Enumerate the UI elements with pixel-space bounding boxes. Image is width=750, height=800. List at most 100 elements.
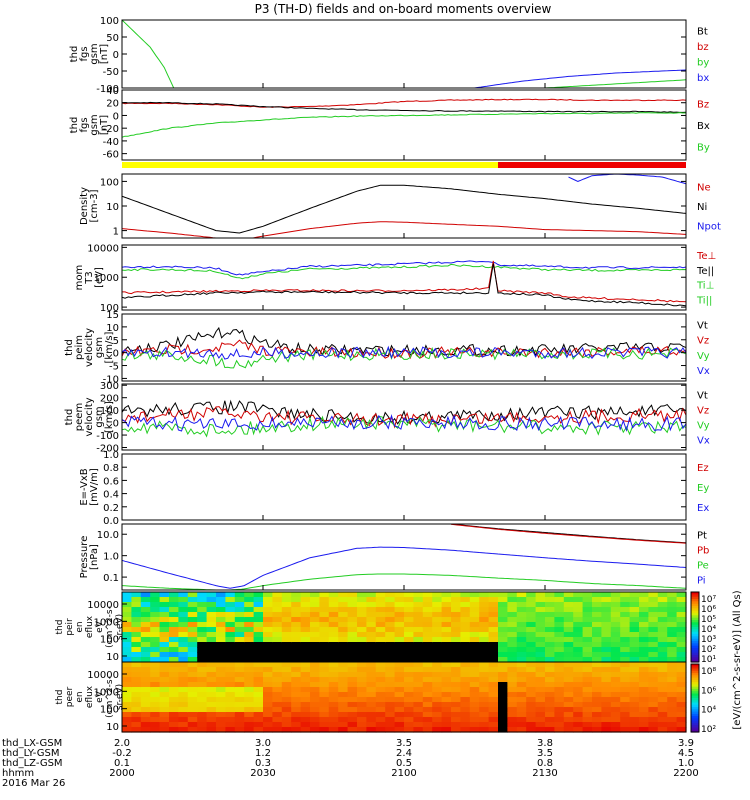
density-legend-0: Ne [697,183,711,194]
e_field-ytick: 0.6 [103,476,119,487]
peem_velocity-frame [121,383,687,451]
pressure-ylabel: Pressure [79,536,90,579]
xaxis-row-value: 3.0 [255,738,271,749]
date-label: 2016 Mar 26 [2,778,65,789]
density-series-2 [568,174,686,185]
pressure-series-0 [450,524,686,544]
peem_velocity-ytick: 100 [100,406,119,417]
mom_temperature-legend-2: Ti⊥ [696,281,714,292]
peim_velocity_small-frame [121,313,687,382]
peim_velocity_small-ytick: -5 [109,362,119,373]
fgs_gsm_zoom-ytick: 0 [113,111,119,122]
peim_velocity_small-ylabel: peim [74,335,85,360]
xaxis-row-value: 1.0 [678,758,694,769]
peir_en_eflux-ylabel: sr-eV) [115,614,125,640]
pressure-series-2 [122,546,686,589]
e_field-ylabel: E=-VxB [79,468,90,505]
panel-e_field: 1.0 0.8 0.6 0.4 0.2 0.0 E=-VxB [mV/m] Ez Ey Ex [79,450,709,527]
fgs_gsm-series-1 [474,69,686,88]
peem_velocity-ylabel: velocity [84,397,95,436]
fgs_gsm-ytick: 100 [100,16,119,27]
e_field-ytick: 1.0 [103,450,119,461]
peer_en_eflux-ytick: 1000 [94,687,119,698]
peem_velocity-legend-1: Vz [697,405,709,416]
colorbar-label: 10² [701,645,716,655]
panel-fgs_gsm: 100 50 0 -50 -100 thd fgs gsm [nT] Bt bz by bx [69,16,709,95]
peem_velocity-ytick: 300 [100,381,119,392]
e_field-legend-1: Ey [697,483,709,494]
fgs_gsm_zoom-ylabel: thd [69,117,80,134]
colorbar-label: 10² [701,725,716,735]
mom_temperature-ytick: 1000 [94,273,119,284]
peim_velocity_small-ytick: 5 [113,336,119,347]
peir_en_eflux-ytick: 10 [106,652,119,663]
fgs_gsm_zoom-ytick: -20 [103,124,119,135]
fgs_gsm-legend-1: bz [697,42,709,53]
panel-peir_en_eflux: 10000 1000 100 10 thd peir en eflux eV (cm^2-s-sr… [55,591,687,663]
fgs_gsm_zoom-legend-2: By [697,142,710,153]
mom_temperature-frame [121,244,687,311]
mom_temperature-ylabel: mom [74,265,85,291]
fgs_gsm_zoom-ytick: 40 [106,86,119,97]
peem_velocity-legend-0: Vt [697,390,708,401]
peim_velocity_small-ylabel: thd [64,339,75,356]
peem_velocity-series-3 [122,413,686,432]
colorbar-label: 10¹ [701,655,716,665]
panel-pressure: 10.0 1.0 0.1 Pressure [nPa] Pt Pb Pe Pi [79,523,709,591]
fgs_gsm-legend-2: by [697,58,709,69]
mom_temperature-ylabel: [eV] [94,267,105,288]
peim_velocity_small-ylabel: [km/s] [104,331,115,363]
pressure-ytick: 10.0 [97,530,119,541]
pressure-legend-3: Pi [697,575,706,586]
e_field-ylabel: [mV/m] [89,468,100,506]
peir_en_eflux-ylabel: (cm^2-s- [105,606,115,648]
peir_en_eflux-ylabel: en [75,621,85,632]
fgs_gsm_zoom-series-1 [122,101,686,113]
xaxis-row-value: 3.5 [396,738,412,749]
fgs_gsm_zoom-ylabel: [nT] [99,115,110,135]
peer_en_eflux-ylabel: en [75,691,85,702]
panel-mom_temperature: 10000 1000 100 mom T3 [eV] Te⊥ Te|| Ti⊥ Ti|| [74,243,716,314]
peem_velocity-ylabel: thd [64,409,75,426]
colorbar-title: [eV/(cm^2-s-sr-eV)] (All Qs) [732,590,743,729]
fgs_gsm-ylabel: fgs [79,46,90,61]
colorbar-label: 10⁷ [701,595,716,605]
peir_en_eflux-ylabel: eflux [85,615,95,638]
fgs_gsm-frame [121,19,687,89]
e_field-legend-2: Ex [697,503,709,514]
colorbar-label: 10⁵ [701,615,716,625]
peim_velocity_small-legend-3: Vx [697,366,710,377]
xaxis-row-value: 3.5 [537,748,553,759]
mode-bar-segment-0 [122,162,498,168]
xaxis-row-value: 1.2 [255,748,271,759]
fgs_gsm-legend-3: bx [697,73,709,84]
colorbar-label: 10⁴ [701,706,716,716]
peim_velocity_small-legend-2: Vy [697,351,710,362]
density-legend-1: Ni [697,202,707,213]
peer_en_eflux-ylabel: (cm^2-s- [105,676,115,718]
xaxis-row-value: 2200 [673,768,698,779]
xaxis-row-value: 4.5 [678,748,694,759]
xaxis-row-value: 2.0 [114,738,130,749]
fgs_gsm-ytick: 0 [113,50,119,61]
e_field-ytick: 0.8 [103,463,119,474]
peim_velocity_small-legend-1: Vz [697,336,709,347]
pressure-series-1 [450,524,686,544]
xaxis-row-value: 2130 [532,768,557,779]
mom_temperature-ylabel: T3 [84,271,95,284]
colorbar-label: 10⁶ [701,686,716,696]
figure-title: P3 (TH-D) fields and on-board moments ov… [255,2,552,16]
xaxis-row-label: hhmm [2,768,34,779]
pressure-series-3 [122,573,686,590]
fgs_gsm-series-0 [122,20,175,88]
pressure-frame [121,523,687,591]
peem_velocity-ytick: 200 [100,394,119,405]
e_field-legend-0: Ez [697,463,709,474]
xaxis-row-label: thd_LZ-GSM [2,758,63,769]
density-series-1 [122,221,686,238]
peim_velocity_small-ytick: 10 [106,323,119,334]
xaxis-row-value: 0.5 [396,758,412,769]
xaxis-row-value: 2030 [250,768,275,779]
fgs_gsm_zoom-legend-0: Bz [697,100,709,111]
peim_velocity_small-legend-0: Vt [697,320,708,331]
